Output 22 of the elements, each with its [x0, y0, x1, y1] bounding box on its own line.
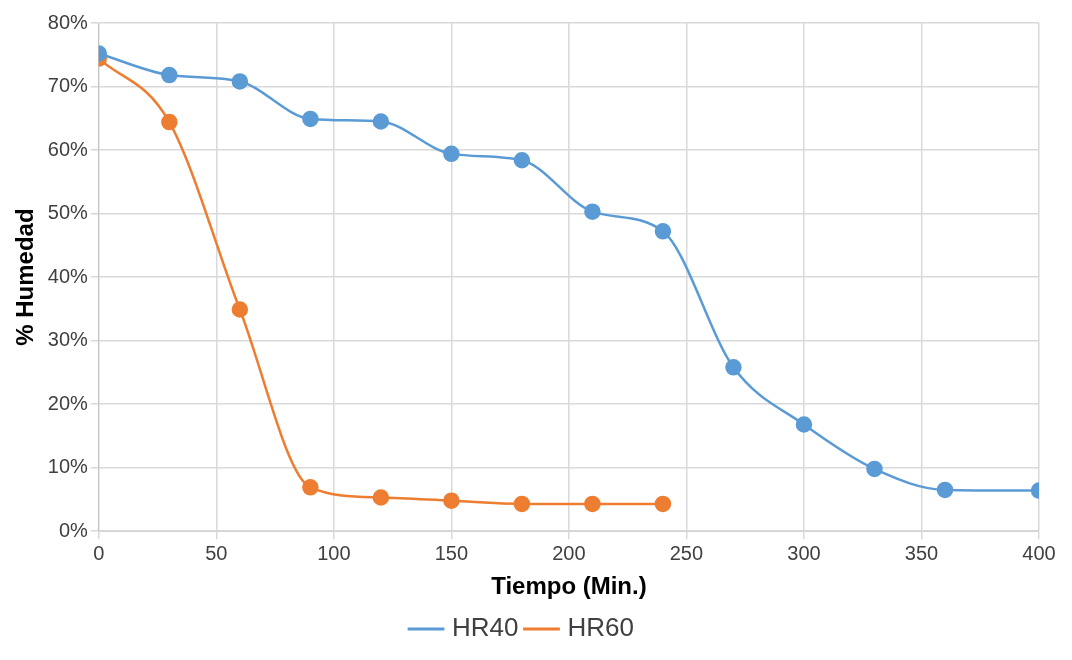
y-tick-label: 10% — [47, 455, 89, 478]
x-axis-title: Tiempo (Min.) — [491, 572, 647, 600]
y-tick-label: 20% — [47, 391, 89, 414]
y-axis-title: % Humedad — [11, 208, 39, 346]
y-tick-label: 40% — [47, 264, 89, 287]
x-tick-label: 100 — [317, 541, 351, 564]
y-tick-label: 30% — [47, 328, 89, 351]
x-tick-label: 150 — [434, 541, 469, 564]
x-tick-label: 200 — [552, 541, 586, 564]
y-tick-label: 70% — [47, 74, 89, 97]
x-tick-label: 0 — [93, 541, 105, 564]
y-tick-label: 0% — [58, 518, 89, 541]
x-tick-label: 350 — [904, 541, 939, 564]
y-tick-label: 60% — [47, 137, 89, 160]
y-tick-label: 50% — [47, 201, 89, 224]
legend-label: HR40 — [452, 612, 519, 643]
x-tick-label: 400 — [1022, 541, 1056, 564]
x-tick-label: 50 — [205, 541, 228, 564]
legend-label: HR60 — [567, 612, 634, 643]
y-tick-label: 80% — [47, 10, 89, 33]
x-tick-label: 250 — [669, 541, 704, 564]
x-tick-label: 300 — [787, 541, 821, 564]
